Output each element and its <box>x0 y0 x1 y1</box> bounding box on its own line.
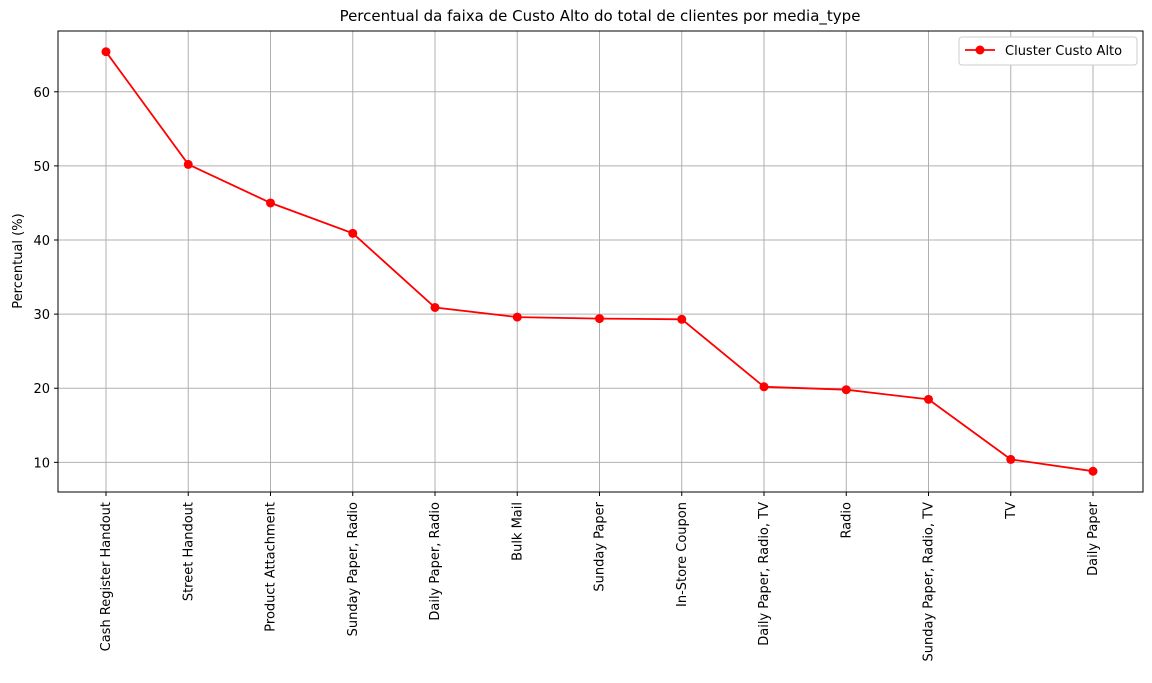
data-point <box>348 228 358 238</box>
x-tick-label: In-Store Coupon <box>675 502 690 607</box>
ticks: Cash Register Handout Street Handout Produ… <box>33 86 1101 662</box>
y-tick-label: 40 <box>33 234 50 249</box>
legend-label: Cluster Custo Alto <box>1005 44 1122 59</box>
x-tick-label: Product Attachment <box>264 502 279 632</box>
x-tick-label: Daily Paper, Radio <box>428 502 443 621</box>
y-tick-label: 60 <box>33 86 50 101</box>
series-layer <box>101 47 1098 476</box>
data-point <box>677 314 687 324</box>
legend-box <box>958 36 1138 66</box>
chart-title: Percentual da faixa de Custo Alto do tot… <box>340 7 861 26</box>
x-tick-label: Street Handout <box>181 502 196 601</box>
grid <box>58 31 1143 492</box>
data-point <box>101 47 111 57</box>
data-point <box>1006 454 1016 464</box>
x-tick-label: Radio <box>839 502 854 539</box>
data-point <box>841 385 851 395</box>
y-tick-label: 30 <box>33 308 50 323</box>
data-point <box>759 382 769 392</box>
x-tick-label: TV <box>1004 502 1019 520</box>
x-tick-label: Bulk Mail <box>510 502 525 561</box>
x-tick-label: Sunday Paper <box>593 501 608 591</box>
legend: Cluster Custo Alto <box>958 36 1138 66</box>
data-point <box>430 302 440 312</box>
x-tick-label: Sunday Paper, Radio, TV <box>922 502 937 662</box>
data-point <box>595 314 604 324</box>
y-tick-label: 50 <box>33 160 50 175</box>
y-axis-label: Percentual (%) <box>11 213 26 308</box>
y-tick-label: 20 <box>33 382 50 397</box>
x-tick-label: Daily Paper, Radio, TV <box>757 502 772 646</box>
plot-frame <box>57 30 1144 493</box>
legend-marker <box>975 45 985 55</box>
y-tick-label: 10 <box>33 456 50 471</box>
x-tick-label: Cash Register Handout <box>99 502 114 651</box>
x-tick-label: Sunday Paper, Radio <box>346 502 361 636</box>
data-point <box>183 159 193 169</box>
data-point <box>512 312 522 322</box>
x-tick-label: Daily Paper <box>1086 501 1101 575</box>
data-point <box>924 394 933 404</box>
data-point <box>266 198 275 208</box>
data-point <box>1088 466 1098 476</box>
